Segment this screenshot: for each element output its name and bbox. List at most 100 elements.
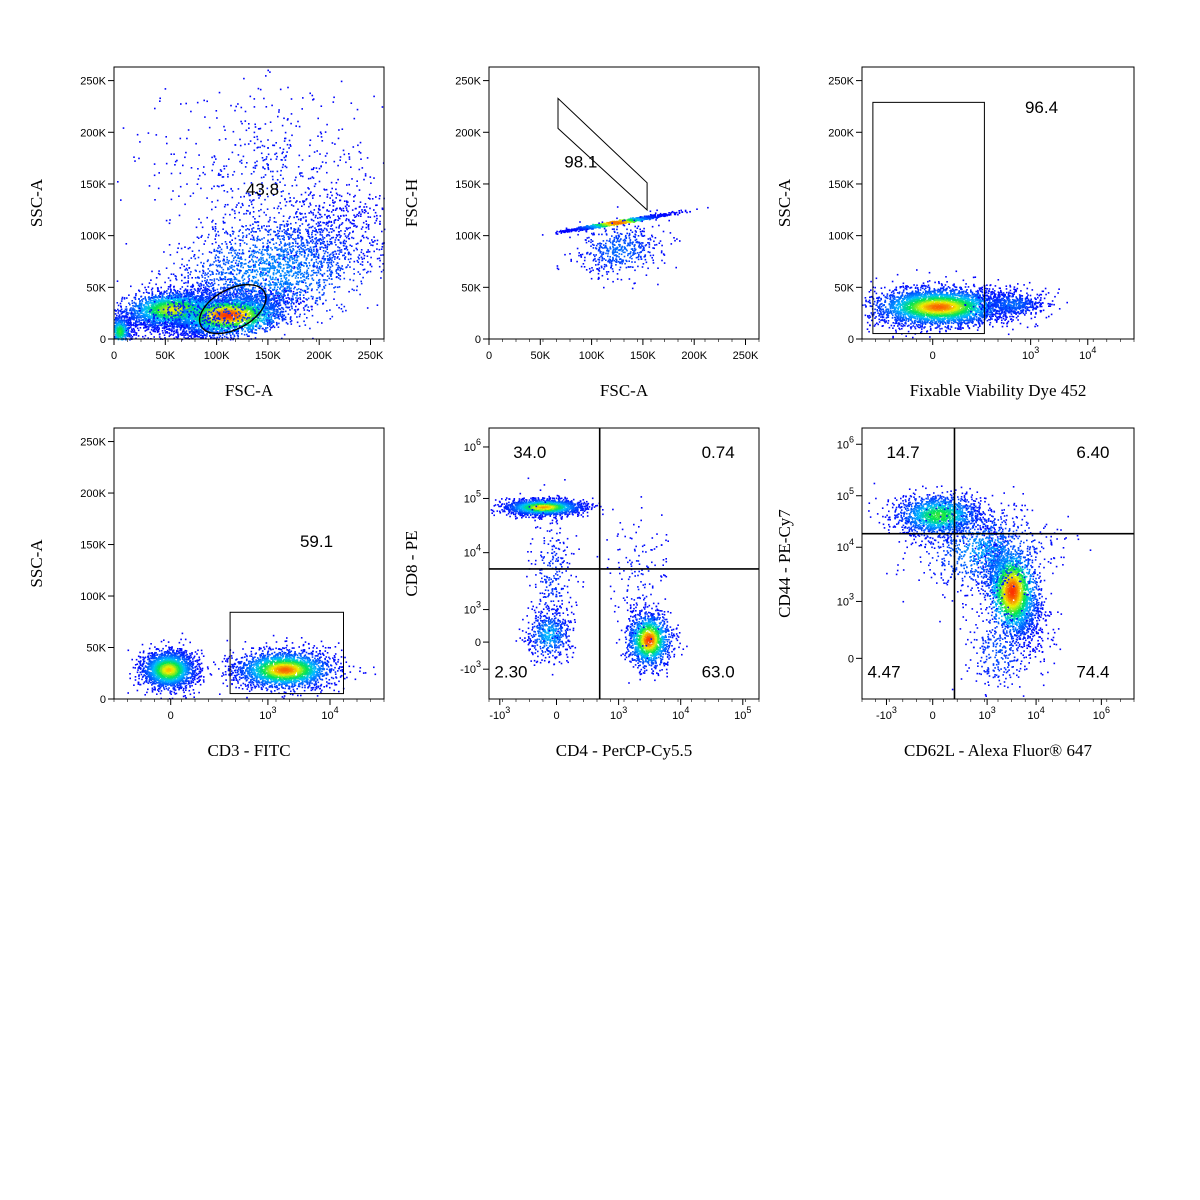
event-dot xyxy=(231,306,233,308)
event-dot xyxy=(260,302,262,304)
event-dot xyxy=(188,297,190,299)
event-dot xyxy=(206,333,208,335)
event-dot xyxy=(177,304,179,306)
event-dot xyxy=(118,310,120,312)
event-dot xyxy=(121,298,123,300)
event-dot xyxy=(192,297,194,299)
event-dot xyxy=(263,318,265,320)
event-dot xyxy=(269,323,271,325)
event-dot xyxy=(291,323,293,325)
event-dot xyxy=(149,325,151,327)
event-dot xyxy=(162,327,164,329)
event-dot xyxy=(255,329,257,331)
event-dot xyxy=(275,317,277,319)
event-dot xyxy=(203,298,205,300)
event-dot xyxy=(304,309,306,311)
event-dot xyxy=(191,277,193,279)
event-dot xyxy=(246,334,248,336)
event-dot xyxy=(229,333,231,335)
event-dot xyxy=(158,325,160,327)
event-dot xyxy=(175,293,177,295)
event-dot xyxy=(214,334,216,336)
event-dot xyxy=(210,329,212,331)
event-dot xyxy=(338,307,340,309)
event-dot xyxy=(164,312,166,314)
event-dot xyxy=(303,301,305,303)
event-dot xyxy=(180,288,182,290)
event-dot xyxy=(285,311,287,313)
event-dot xyxy=(157,308,159,310)
event-dot xyxy=(183,311,185,313)
event-dot xyxy=(182,333,184,335)
event-dot xyxy=(145,299,147,301)
event-dot xyxy=(159,322,161,324)
event-dot xyxy=(155,295,157,297)
event-dot xyxy=(220,303,222,305)
event-dots xyxy=(114,70,385,341)
event-dot xyxy=(162,332,164,334)
event-dot xyxy=(135,299,137,301)
event-dot xyxy=(176,300,178,302)
event-dot xyxy=(189,292,191,294)
event-dot xyxy=(247,330,249,332)
event-dot xyxy=(135,313,137,315)
event-dot xyxy=(155,309,157,311)
event-dot xyxy=(224,336,226,338)
event-dot xyxy=(145,335,147,337)
event-dot xyxy=(154,326,156,328)
event-dot xyxy=(222,337,224,339)
event-dot xyxy=(171,301,173,303)
event-dot xyxy=(158,302,160,304)
event-dot xyxy=(291,320,293,322)
event-dot xyxy=(148,316,150,318)
event-dot xyxy=(164,337,166,339)
event-dot xyxy=(147,303,149,305)
event-dot xyxy=(191,291,193,293)
event-dot xyxy=(248,328,250,330)
event-dot xyxy=(126,297,128,299)
event-dot xyxy=(274,295,276,297)
event-dot xyxy=(237,335,239,337)
event-dot xyxy=(135,303,137,305)
event-dot xyxy=(278,323,280,325)
event-dot xyxy=(183,282,185,284)
event-dot xyxy=(275,290,277,292)
event-dot xyxy=(151,333,153,335)
event-dot xyxy=(232,313,234,315)
event-dot xyxy=(135,322,137,324)
event-dot xyxy=(197,292,199,294)
event-dot xyxy=(237,296,239,298)
event-dot xyxy=(130,307,132,309)
event-dot xyxy=(223,292,225,294)
event-dot xyxy=(171,330,173,332)
event-dot xyxy=(173,297,175,299)
event-dot xyxy=(135,293,137,295)
event-dot xyxy=(171,304,173,306)
event-dot xyxy=(202,337,204,339)
event-dot xyxy=(208,289,210,291)
event-dot xyxy=(223,326,225,328)
event-dot xyxy=(182,334,184,336)
event-dot xyxy=(145,326,147,328)
event-dot xyxy=(185,304,187,306)
event-dot xyxy=(250,307,252,309)
event-dot xyxy=(145,330,147,332)
event-dot xyxy=(152,304,154,306)
event-dot xyxy=(143,304,145,306)
event-dot xyxy=(171,312,173,314)
event-dot xyxy=(177,300,179,302)
event-dot xyxy=(173,300,175,302)
event-dot xyxy=(180,310,182,312)
event-dot xyxy=(128,294,130,296)
event-dot xyxy=(250,316,252,318)
event-dot xyxy=(223,295,225,297)
event-dot xyxy=(175,306,177,308)
event-dot xyxy=(226,294,228,296)
event-dot xyxy=(253,320,255,322)
event-dot xyxy=(158,300,160,302)
event-dot xyxy=(126,310,128,312)
event-dot xyxy=(182,316,184,318)
event-dot xyxy=(190,309,192,311)
event-dot xyxy=(149,299,151,301)
